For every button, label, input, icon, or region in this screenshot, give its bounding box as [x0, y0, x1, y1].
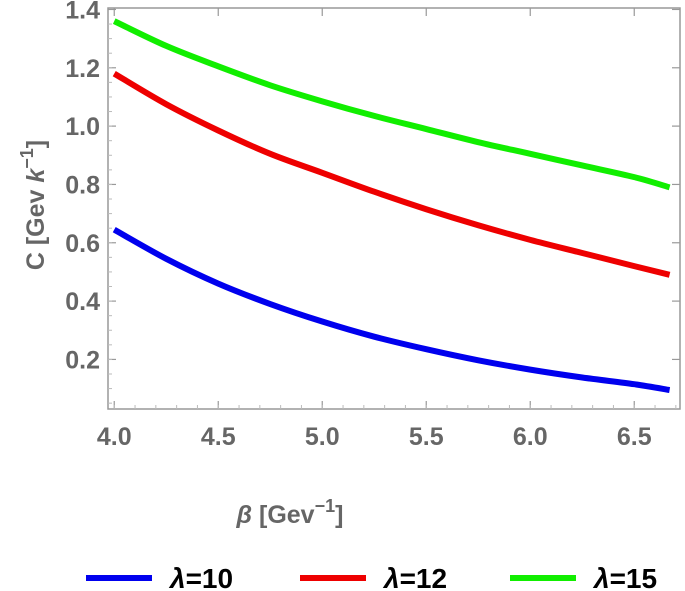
x-axis-unit: [Gev — [252, 501, 315, 529]
x-tick-label: 5.5 — [409, 423, 444, 451]
y-axis-title: C [Gev k−1] — [17, 140, 50, 270]
y-axis-symbol: k — [22, 168, 50, 183]
x-tick-label: 6.0 — [513, 423, 548, 451]
x-axis-unit-exponent: −1 — [315, 496, 336, 516]
legend-label-1: λ=10 — [168, 563, 233, 591]
series-line-1 — [112, 227, 671, 394]
y-tick-label: 0.8 — [65, 171, 100, 199]
legend-label-3: λ=15 — [592, 563, 657, 591]
y-tick-label: 0.4 — [65, 288, 100, 316]
x-axis-symbol: β — [236, 501, 253, 529]
series-lines — [112, 18, 671, 394]
y-tick-label: 0.6 — [65, 230, 100, 258]
x-axis-ticks: 4.0 4.5 5.0 5.5 6.0 6.5 — [97, 8, 677, 451]
plot-frame — [107, 7, 681, 410]
x-tick-label: 4.0 — [97, 423, 132, 451]
plot-border — [107, 7, 681, 410]
y-axis-prefix: C [Gev — [22, 183, 50, 271]
series-line-3 — [112, 18, 671, 191]
x-tick-label: 6.5 — [617, 423, 652, 451]
x-tick-label: 4.5 — [201, 423, 236, 451]
y-axis-ticks: 0.2 0.4 0.6 0.8 1.0 1.2 1.4 — [65, 0, 680, 404]
series-line-2 — [112, 71, 671, 278]
legend-label-2: λ=12 — [382, 563, 447, 591]
x-tick-label: 5.0 — [305, 423, 340, 451]
x-axis-unit-close: ] — [335, 501, 343, 529]
y-tick-label: 1.0 — [65, 113, 100, 141]
y-axis-unit-close: ] — [22, 140, 50, 148]
y-axis-unit-exponent: −1 — [17, 148, 37, 169]
x-axis-title: β [Gev−1] — [236, 496, 344, 529]
y-tick-label: 0.2 — [65, 346, 100, 374]
y-tick-label: 1.2 — [65, 55, 100, 83]
legend: λ=10 λ=12 λ=15 — [86, 563, 657, 591]
y-tick-label: 1.4 — [65, 0, 100, 24]
